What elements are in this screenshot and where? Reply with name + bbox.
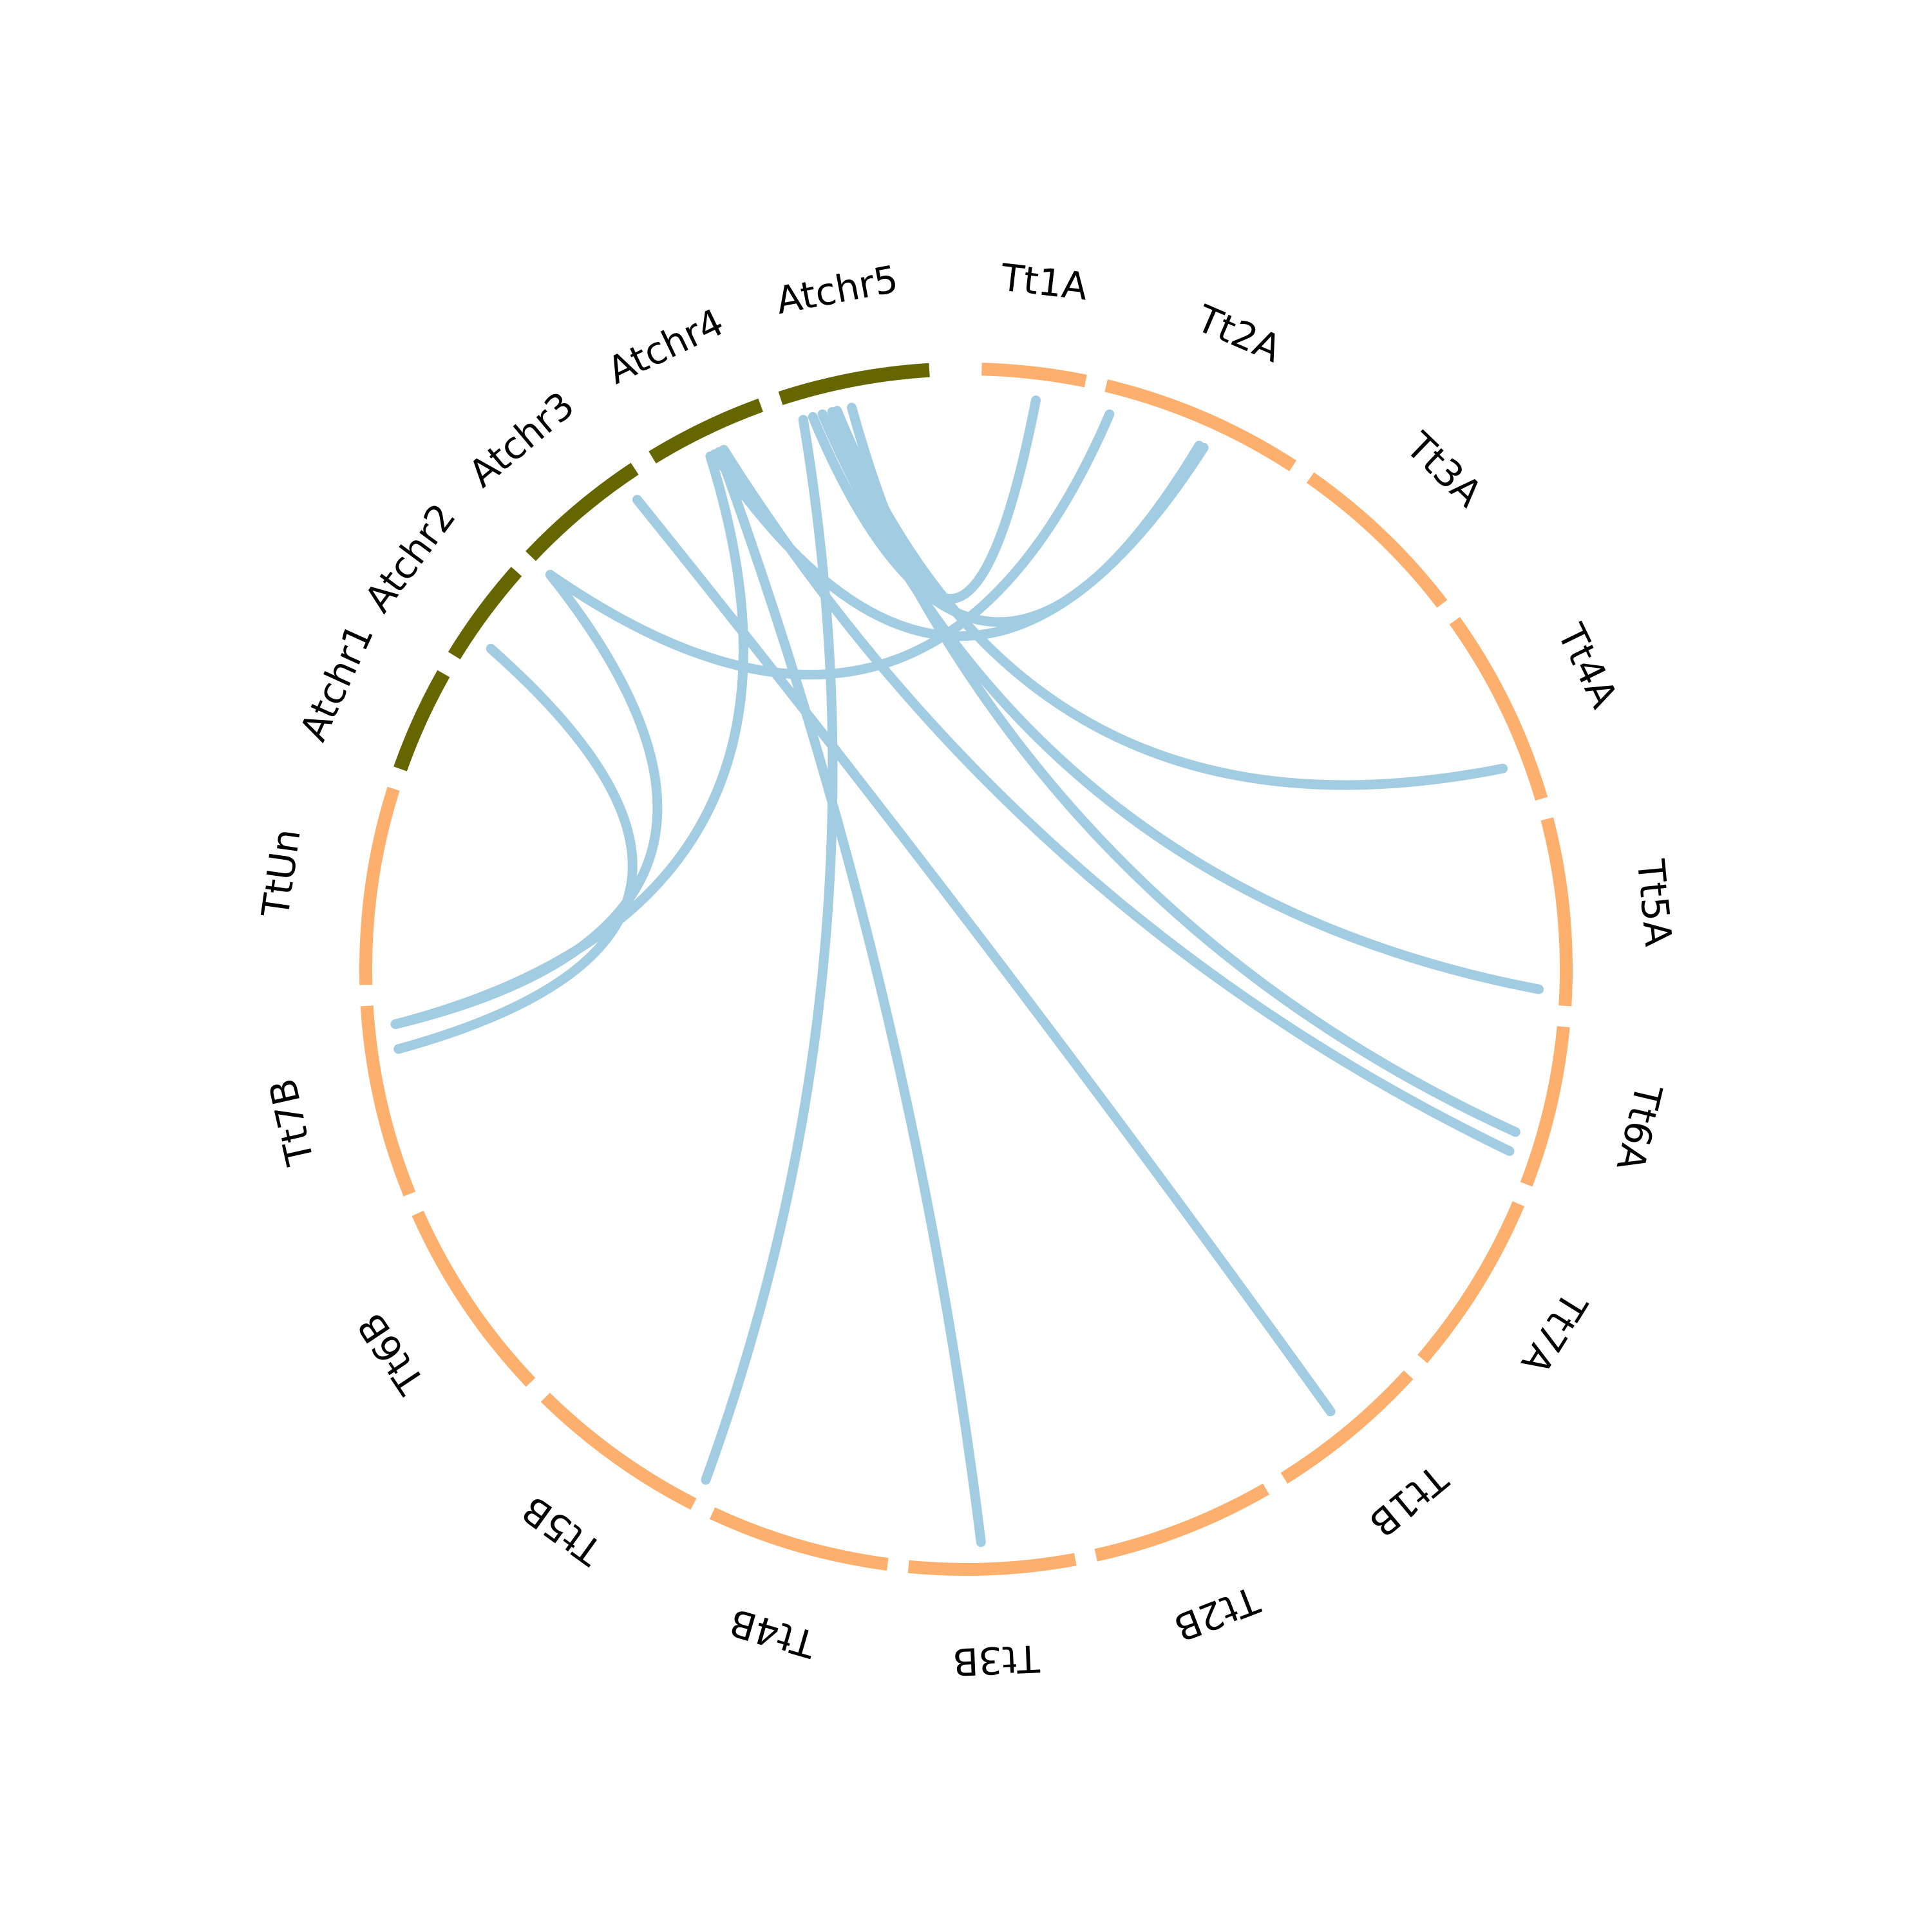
segment-label-ttun: TtUn [253, 826, 309, 921]
segment-tt7b [360, 1005, 416, 1197]
segment-label-tt5b: Tt5B [514, 1488, 611, 1575]
segment-label-tt7a: Tt7A [1513, 1284, 1596, 1381]
segment-label-tt2b: Tt2B [1168, 1577, 1265, 1650]
segment-label-tt4a: Tt4A [1549, 617, 1627, 715]
segment-tt3a [1306, 472, 1448, 608]
segment-label-tt2a: Tt2A [1190, 296, 1288, 371]
link-atchr5-tt2a [808, 412, 1204, 627]
link-atchr5-tt6a [827, 407, 1520, 1137]
segment-tt2a [1104, 379, 1297, 471]
segment-label-atchr5: Atchr5 [773, 257, 902, 323]
segment-label-tt5a: Tt5A [1629, 857, 1681, 949]
segment-tt7a [1417, 1201, 1525, 1363]
segment-label-atchr1: Atchr1 [291, 618, 382, 748]
segment-label-atchr3: Atchr3 [460, 383, 583, 496]
segment-tt4b [709, 1507, 889, 1571]
link-atchr4-tt7b [390, 451, 748, 1029]
segment-tt3b [907, 1553, 1077, 1576]
segment-atchr2 [448, 567, 522, 659]
segment-label-tt4b: Tt4B [724, 1600, 820, 1666]
segment-tt1a [981, 363, 1087, 388]
link-atchr5-tt5a [817, 409, 1544, 994]
segment-label-tt7b: Tt7B [261, 1075, 323, 1170]
link-atchr4-tt3b [714, 447, 986, 1548]
segment-atchr3 [526, 462, 639, 562]
links-layer [390, 395, 1544, 1548]
segments-layer [359, 363, 1573, 1576]
segment-atchr4 [649, 398, 763, 464]
segment-label-atchr2: Atchr2 [356, 495, 464, 620]
segment-label-tt6a: Tt6A [1608, 1080, 1671, 1175]
segment-tt5b [540, 1392, 697, 1510]
segment-label-atchr4: Atchr4 [601, 300, 730, 393]
segment-atchr5 [778, 363, 930, 406]
segment-label-tt1b: Tt1B [1361, 1456, 1456, 1546]
link-atchr5-tt5b [701, 415, 838, 1485]
segment-tt1b [1280, 1370, 1414, 1484]
segment-tt6b [412, 1211, 536, 1387]
link-atchr4-tt6a [719, 444, 1515, 1156]
segment-label-tt3a: Tt3A [1397, 423, 1491, 515]
segment-atchr1 [393, 670, 450, 772]
segment-label-tt3b: Tt3B [952, 1636, 1041, 1684]
segment-label-tt6b: Tt6B [348, 1305, 433, 1403]
segment-label-tt1a: Tt1A [998, 256, 1090, 309]
segment-ttun [359, 786, 400, 985]
link-atchr5-tt4a [832, 406, 1508, 790]
segment-tt5a [1540, 817, 1573, 1007]
segment-tt2b [1094, 1483, 1269, 1562]
segment-tt6a [1520, 1026, 1570, 1187]
segment-tt4a [1449, 616, 1548, 801]
